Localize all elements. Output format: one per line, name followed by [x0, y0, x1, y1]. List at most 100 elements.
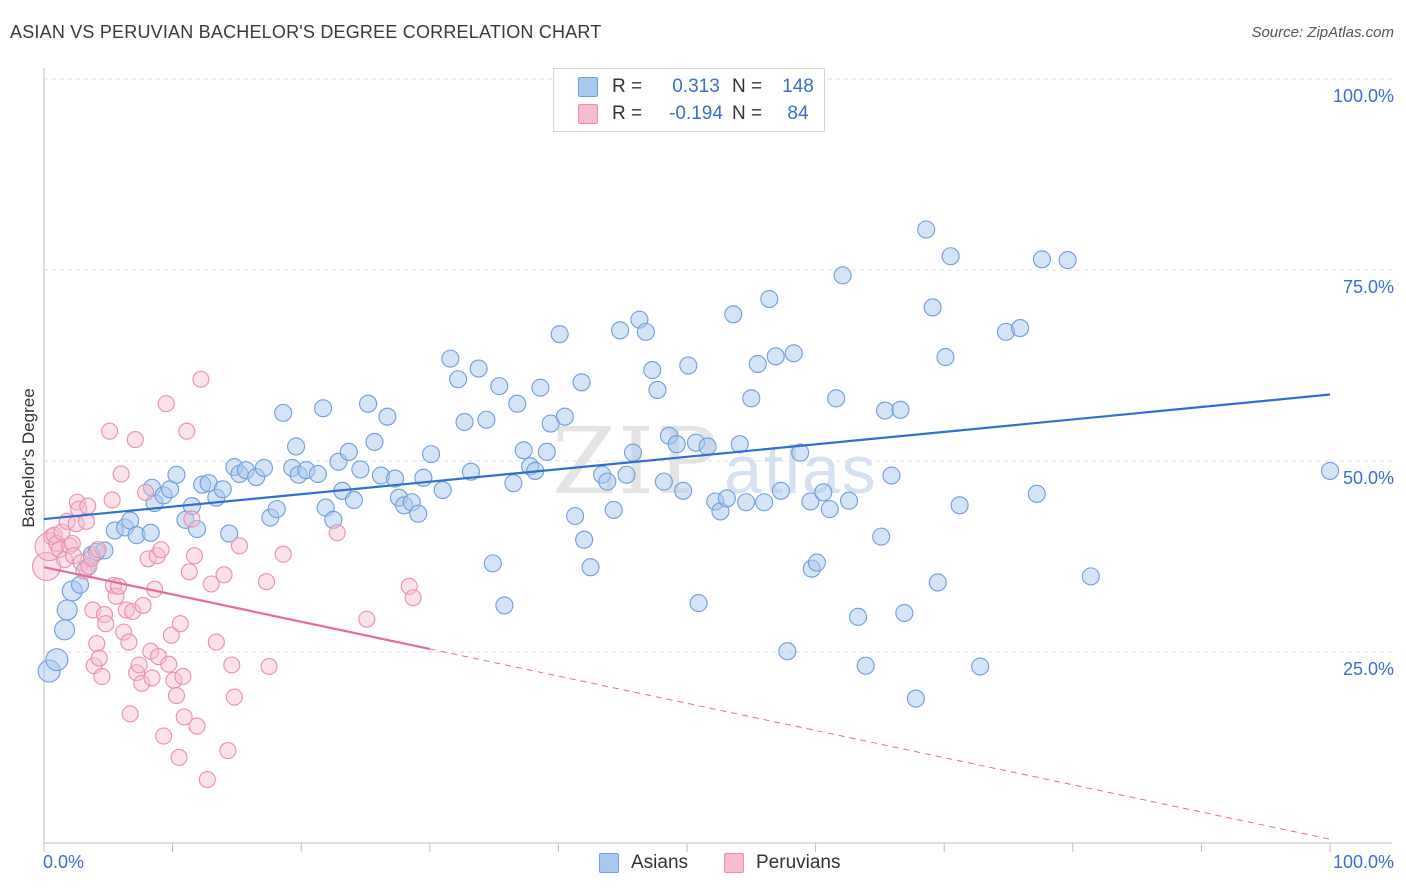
- asian-point: [1032, 250, 1051, 269]
- asian-point: [766, 347, 785, 366]
- peruvian-point: [223, 656, 241, 674]
- watermark: ZIPatlas: [552, 408, 878, 515]
- peruvian-point: [404, 589, 422, 607]
- x-tick-label-0: 0.0%: [43, 852, 85, 872]
- asian-point: [1027, 484, 1046, 503]
- asians-legend-label: Asians: [631, 852, 689, 873]
- asian-point: [784, 344, 803, 363]
- y-tick-label-100: 100.0%: [1332, 86, 1394, 106]
- asian-point: [801, 492, 820, 511]
- peruvian-point: [192, 370, 210, 388]
- peruvian-point: [130, 656, 148, 674]
- peruvian-point: [230, 537, 249, 555]
- asian-point: [648, 380, 667, 399]
- asian-point: [504, 474, 523, 493]
- asian-point: [791, 443, 810, 462]
- asian-point: [748, 354, 767, 374]
- peruvian-point: [143, 669, 161, 687]
- asian-point: [820, 500, 839, 519]
- peruvian-point: [183, 510, 201, 528]
- asian-point: [572, 373, 591, 392]
- asian-point: [654, 472, 673, 491]
- peruvian-point: [175, 708, 193, 726]
- asian-point: [359, 394, 378, 413]
- asian-point: [308, 464, 327, 484]
- peruvian-point: [53, 523, 71, 541]
- trend-lines: [43, 393, 1331, 840]
- legend-item-peruvians: Peruvians: [724, 852, 841, 874]
- asian-point: [917, 220, 936, 239]
- asian-point: [344, 490, 363, 510]
- asian-point: [737, 493, 756, 512]
- asian-point: [848, 607, 868, 626]
- asians-swatch: [578, 77, 598, 97]
- asian-point: [717, 489, 736, 508]
- chart-title: ASIAN VS PERUVIAN BACHELOR'S DEGREE CORR…: [10, 22, 602, 42]
- asian-point: [566, 506, 585, 526]
- asian-point: [461, 462, 481, 481]
- peruvian-point: [97, 615, 115, 633]
- asian-point: [971, 657, 990, 676]
- asian-point: [409, 504, 428, 523]
- asian-point: [187, 519, 207, 539]
- asian-point: [537, 442, 556, 461]
- y-tick-label-25: 25.0%: [1342, 659, 1394, 679]
- asian-point: [56, 599, 78, 621]
- asian-point: [581, 558, 600, 577]
- peruvian-point: [88, 635, 106, 653]
- peruvians-points: [32, 370, 422, 789]
- asian-point: [617, 465, 636, 484]
- asian-point: [1081, 567, 1100, 586]
- peruvian-point: [155, 727, 173, 745]
- n-value: 148: [782, 76, 814, 97]
- r-label: R =: [612, 103, 643, 124]
- stats-row-peruvians: R = -0.194 N = 84: [578, 101, 824, 127]
- asian-point: [941, 247, 960, 266]
- asian-point: [814, 483, 833, 502]
- asian-point: [141, 523, 160, 542]
- y-tick-label-75: 75.0%: [1342, 277, 1394, 297]
- asian-point: [339, 442, 358, 461]
- asian-point: [324, 510, 343, 529]
- asian-point: [698, 437, 717, 456]
- asian-point: [508, 394, 527, 413]
- peruvian-point: [207, 633, 225, 651]
- asian-point: [950, 496, 969, 515]
- peruvian-point: [89, 541, 107, 559]
- peruvian-point: [93, 667, 111, 685]
- n-label: N =: [732, 76, 763, 97]
- asian-point: [483, 554, 502, 573]
- r-value: 0.313: [672, 76, 720, 97]
- asian-point: [213, 480, 232, 499]
- peruvian-point: [171, 615, 189, 633]
- asian-point: [724, 305, 743, 324]
- asian-point: [455, 412, 474, 432]
- asians-points: [37, 220, 1340, 708]
- peruvian-point: [225, 688, 243, 706]
- peruvian-point: [188, 717, 206, 735]
- peruvians-swatch: [578, 104, 598, 124]
- asian-point: [378, 407, 397, 426]
- legend-item-asians: Asians: [599, 852, 688, 874]
- asian-point: [928, 573, 947, 592]
- y-tick-label-50: 50.0%: [1342, 468, 1394, 488]
- asian-point: [755, 493, 774, 512]
- asian-point: [314, 399, 333, 418]
- asians-legend-swatch: [599, 853, 619, 873]
- asian-point: [287, 437, 306, 456]
- asian-point: [856, 656, 875, 675]
- peruvian-point: [61, 537, 79, 555]
- r-value: -0.194: [669, 103, 723, 124]
- asian-point: [891, 400, 910, 419]
- asian-point: [598, 472, 617, 491]
- peruvians-trend-line: [43, 566, 431, 651]
- peruvian-point: [68, 493, 86, 511]
- peruvian-point: [202, 575, 220, 593]
- peruvian-point: [215, 566, 233, 584]
- peruvians-trend-extension: [429, 648, 1331, 840]
- asians-trend-line: [43, 393, 1331, 521]
- asian-point: [895, 603, 914, 623]
- peruvian-point: [115, 623, 133, 641]
- asian-point: [906, 689, 925, 708]
- peruvian-point: [124, 602, 142, 621]
